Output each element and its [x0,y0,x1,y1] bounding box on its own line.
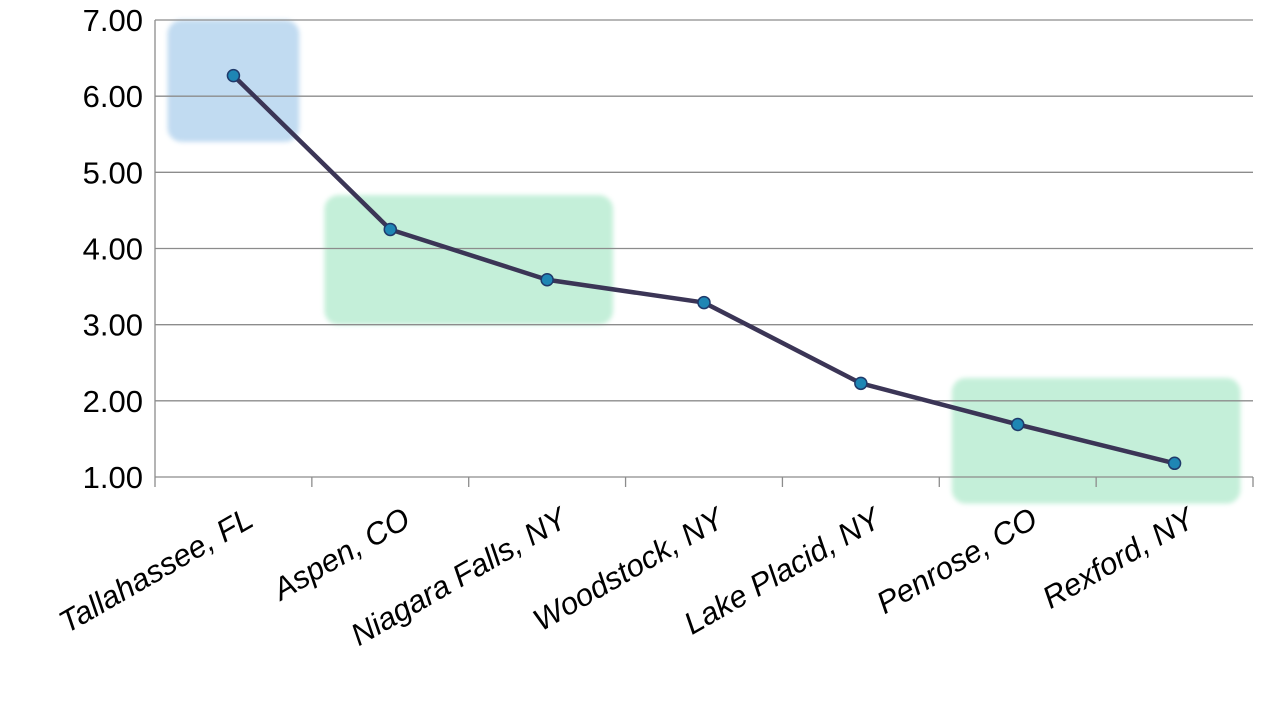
x-tick-label-5: Penrose, CO [871,501,1044,621]
data-point-0 [226,68,241,83]
y-tick-label-0: 1.00 [83,460,143,495]
data-point-1 [383,222,398,237]
x-tick-label-6: Rexford, NY [1036,500,1202,616]
y-tick-label-6: 7.00 [83,3,143,38]
x-tick-label-1: Aspen, CO [265,501,416,608]
y-tick-labels: 1.00 2.00 3.00 4.00 5.00 6.00 7.00 [83,3,143,495]
y-tick-label-1: 2.00 [83,384,143,419]
highlight-box-green-1 [324,195,614,325]
axes [154,20,1254,487]
y-tick-label-3: 4.00 [83,232,143,267]
data-point-5 [1010,417,1025,432]
highlight-box-green-2 [951,377,1241,504]
y-tick-label-2: 3.00 [83,308,143,343]
x-tick-label-0: Tallahassee, FL [53,501,259,640]
data-point-2 [540,272,554,287]
data-point-6 [1167,456,1182,471]
y-tick-label-5: 6.00 [83,79,143,114]
data-point-3 [697,295,711,310]
y-tick-label-4: 5.00 [83,155,143,190]
highlight-boxes [167,20,1241,504]
data-point-4 [854,376,868,391]
series [226,68,1182,471]
gridlines [155,19,1253,478]
